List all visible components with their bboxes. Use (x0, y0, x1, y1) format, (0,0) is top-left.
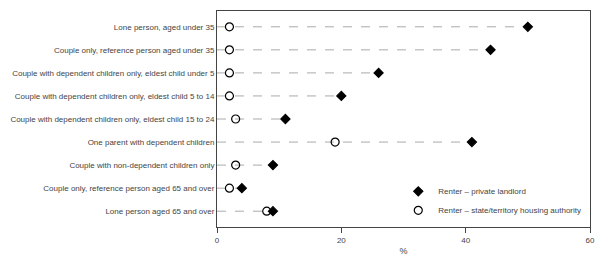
svg-text:Couple with dependent children: Couple with dependent children only, eld… (10, 115, 215, 124)
svg-text:0: 0 (215, 236, 220, 245)
svg-text:Couple only, reference person: Couple only, reference person aged under… (54, 46, 215, 55)
svg-text:Couple with dependent children: Couple with dependent children only, eld… (12, 69, 215, 78)
svg-text:40: 40 (461, 236, 470, 245)
svg-text:Lone person aged 65 and over: Lone person aged 65 and over (105, 207, 214, 216)
svg-text:20: 20 (337, 236, 346, 245)
svg-text:Renter – state/territory housi: Renter – state/territory housing authori… (438, 206, 581, 215)
svg-text:%: % (399, 246, 407, 256)
svg-text:60: 60 (586, 236, 595, 245)
svg-text:One parent with dependent chil: One parent with dependent children (88, 138, 215, 147)
svg-text:Renter – private landlord: Renter – private landlord (438, 187, 526, 196)
svg-text:Couple with non-dependent chil: Couple with non-dependent children only (69, 161, 214, 170)
svg-text:Couple only, reference person: Couple only, reference person aged 65 an… (43, 184, 214, 193)
svg-text:Couple with dependent children: Couple with dependent children only, eld… (15, 92, 215, 101)
svg-text:Lone person, aged under 35: Lone person, aged under 35 (114, 23, 215, 32)
